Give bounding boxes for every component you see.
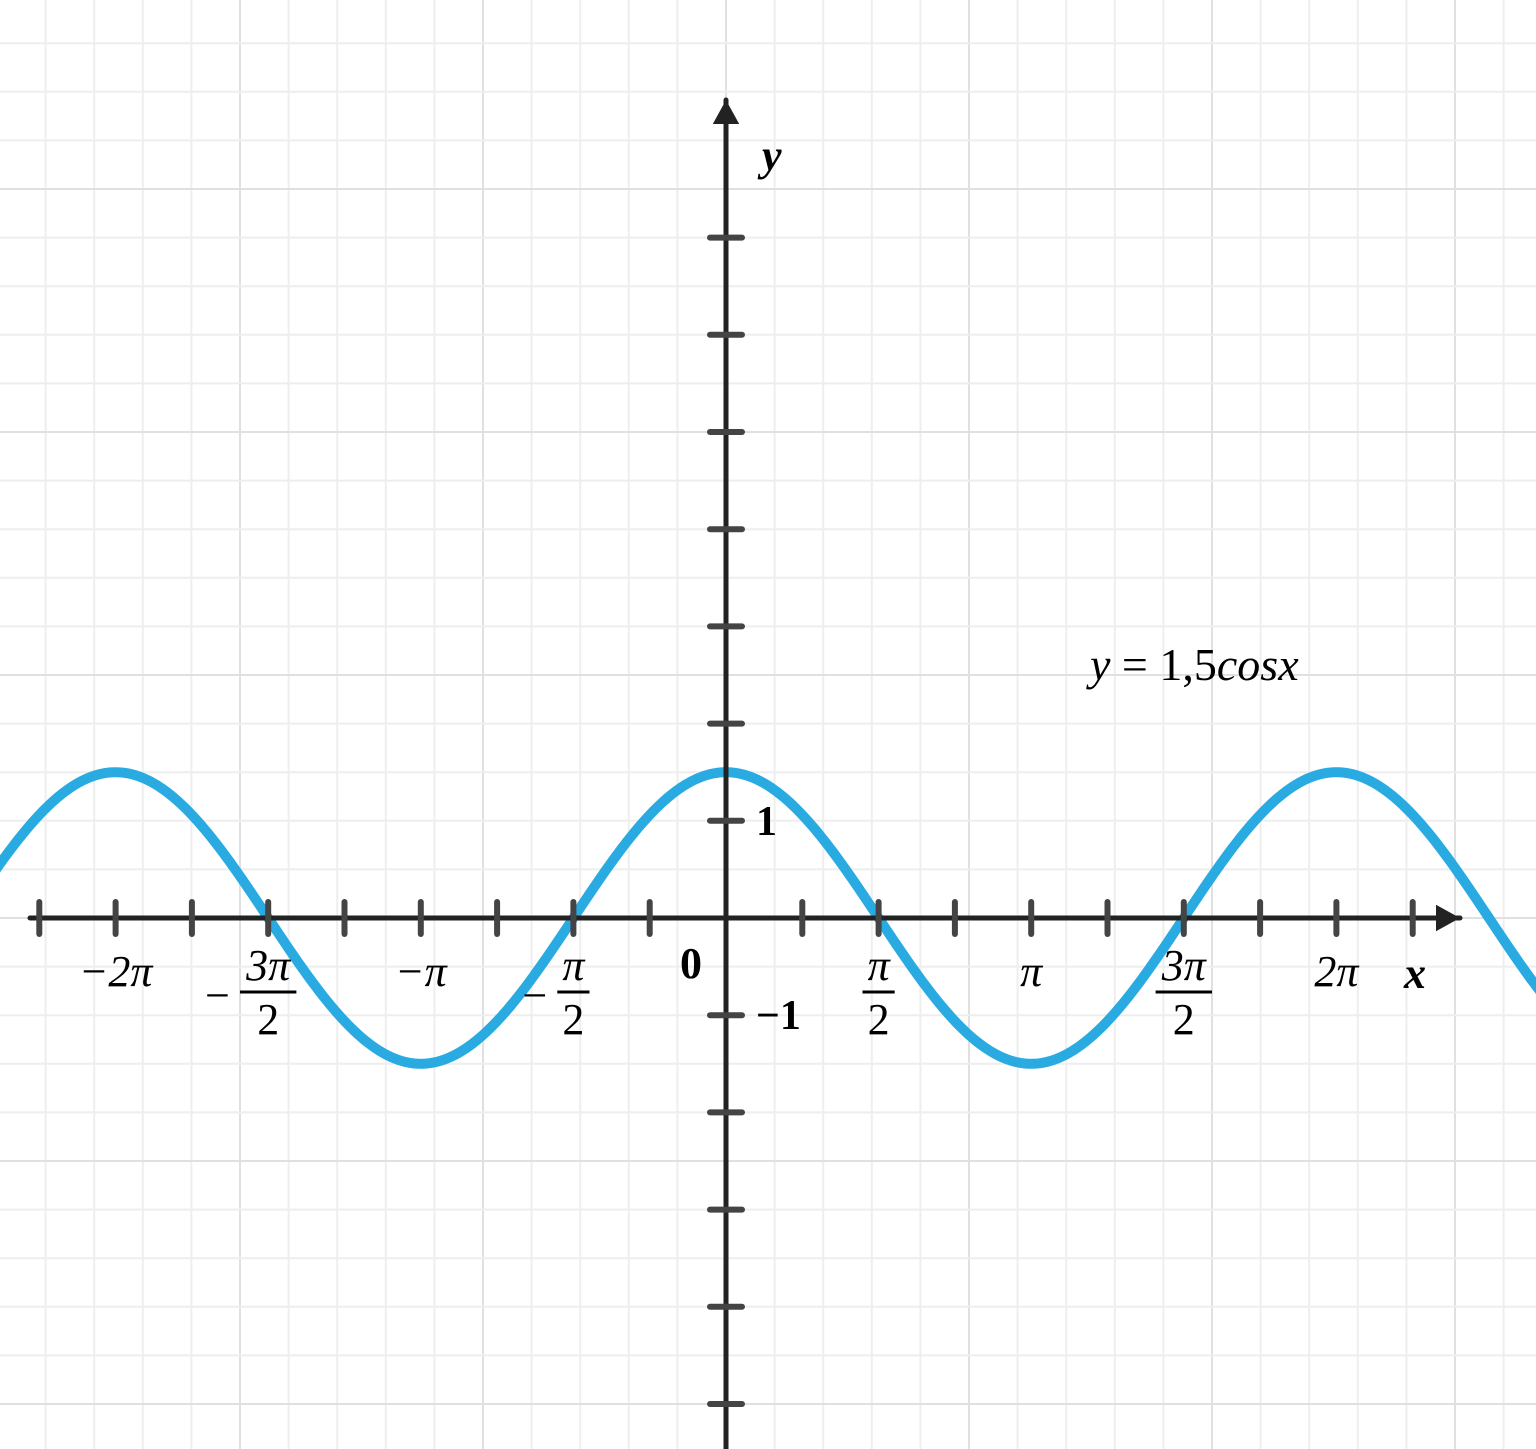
svg-text:−: − — [205, 971, 230, 1020]
y-tick-label: 1 — [756, 799, 777, 845]
x-tick-label: −π — [395, 947, 449, 996]
x-tick-label: 2π — [1314, 947, 1360, 996]
svg-text:3π: 3π — [1161, 941, 1208, 990]
svg-text:−: − — [522, 971, 547, 1020]
svg-text:2: 2 — [868, 995, 890, 1044]
cosine-chart: yx0−2π−3π2−π−π2π2π3π22π1−1y = 1,5cosx — [0, 0, 1536, 1449]
svg-text:2: 2 — [562, 995, 584, 1044]
y-tick-label: −1 — [756, 993, 801, 1039]
x-tick-label: −2π — [79, 947, 155, 996]
x-tick-label: π — [1020, 947, 1044, 996]
svg-text:2: 2 — [1173, 995, 1195, 1044]
origin-label: 0 — [680, 939, 702, 988]
svg-text:π: π — [868, 941, 892, 990]
series-formula-label: y = 1,5cosx — [1086, 639, 1299, 690]
svg-text:2: 2 — [257, 995, 279, 1044]
svg-text:3π: 3π — [245, 941, 292, 990]
x-axis-label: x — [1403, 949, 1426, 998]
chart-svg: yx0−2π−3π2−π−π2π2π3π22π1−1y = 1,5cosx — [0, 0, 1536, 1449]
svg-text:π: π — [562, 941, 586, 990]
